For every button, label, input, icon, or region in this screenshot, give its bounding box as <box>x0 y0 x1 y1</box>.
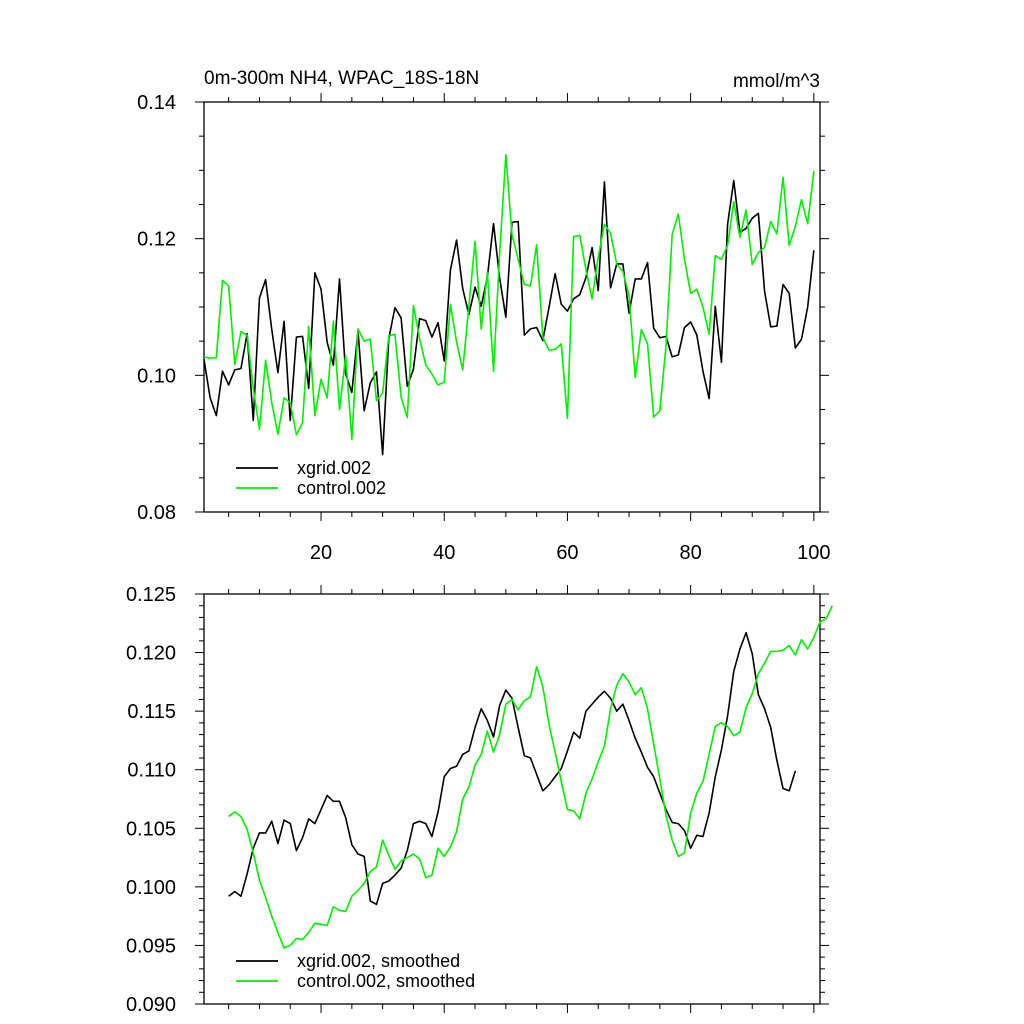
bottom-y-tick-label: 0.120 <box>126 643 176 665</box>
top-x-tick-label: 60 <box>556 542 578 564</box>
top-x-tick-label: 40 <box>433 542 455 564</box>
top-y-tick-label: 0.10 <box>137 365 176 387</box>
top-chart-panel: 0.08 0.10 0.12 0.14 20 40 60 80 100 0m-300m NH4, … <box>137 68 830 564</box>
bottom-chart-panel: 0.090 0.095 0.100 0.105 0.110 0.115 0.120 0.125… <box>126 584 834 1016</box>
bottom-y-tick-label: 0.105 <box>126 818 176 840</box>
top-legend-label: xgrid.002 <box>297 458 371 478</box>
bottom-y-tick-label: 0.100 <box>126 877 176 899</box>
bottom-series-xgrid-002-smoothed-line <box>228 631 797 906</box>
bottom-y-tick-label: 0.110 <box>127 760 176 782</box>
chart-title: 0m-300m NH4, WPAC_18S-18N <box>204 68 479 89</box>
bottom-plot-frame <box>203 593 821 1005</box>
top-y-tick-label: 0.12 <box>137 229 176 251</box>
top-y-tick-label: 0.14 <box>137 92 176 114</box>
top-plot-frame <box>203 101 821 513</box>
top-x-tick-label: 100 <box>797 542 830 564</box>
bottom-legend-label: control.002, smoothed <box>297 971 475 991</box>
top-series-control-002-line <box>203 153 815 441</box>
bottom-y-tick-label: 0.095 <box>126 935 176 957</box>
bottom-y-tick-label: 0.125 <box>126 584 176 606</box>
bottom-series-control-002-smoothed-line <box>228 605 834 949</box>
bottom-legend-label: xgrid.002, smoothed <box>297 951 460 971</box>
bottom-y-tick-label: 0.115 <box>127 701 176 723</box>
top-x-tick-label: 80 <box>680 542 702 564</box>
units-label: mmol/m^3 <box>733 71 820 92</box>
top-series-xgrid-002-line <box>203 179 815 456</box>
top-y-tick-label: 0.08 <box>137 502 176 524</box>
bottom-y-tick-label: 0.090 <box>126 994 176 1016</box>
top-x-tick-label: 20 <box>310 542 332 564</box>
top-legend-label: control.002 <box>297 478 386 498</box>
